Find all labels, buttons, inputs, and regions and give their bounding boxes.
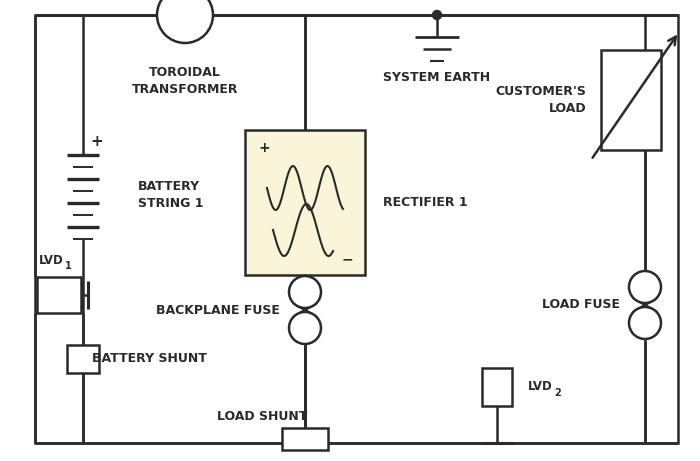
Text: SYSTEM EARTH: SYSTEM EARTH <box>384 71 491 83</box>
Text: BATTERY
STRING 1: BATTERY STRING 1 <box>138 180 204 210</box>
Circle shape <box>289 312 321 344</box>
Text: BACKPLANE FUSE: BACKPLANE FUSE <box>156 303 280 317</box>
Text: CUSTOMER'S
LOAD: CUSTOMER'S LOAD <box>495 85 586 115</box>
Text: 1: 1 <box>65 261 71 271</box>
Text: +: + <box>259 141 271 155</box>
Bar <box>37 277 81 313</box>
Bar <box>482 368 512 406</box>
Text: RECTIFIER 1: RECTIFIER 1 <box>383 196 468 209</box>
Bar <box>245 130 365 275</box>
Text: TOROIDAL
TRANSFORMER: TOROIDAL TRANSFORMER <box>132 66 238 96</box>
Text: LOAD FUSE: LOAD FUSE <box>542 299 620 312</box>
Text: LVD: LVD <box>528 380 553 394</box>
Bar <box>67 345 99 373</box>
Bar <box>282 428 328 450</box>
Circle shape <box>289 276 321 308</box>
Text: 2: 2 <box>554 388 561 398</box>
Text: LOAD SHUNT: LOAD SHUNT <box>217 409 307 422</box>
Text: +: + <box>90 134 104 148</box>
Text: LVD: LVD <box>39 254 64 267</box>
Circle shape <box>157 0 213 43</box>
Circle shape <box>629 271 661 303</box>
Text: BATTERY SHUNT: BATTERY SHUNT <box>92 353 206 366</box>
Circle shape <box>433 11 442 19</box>
Bar <box>601 50 661 150</box>
Text: −: − <box>342 252 353 266</box>
Circle shape <box>629 307 661 339</box>
